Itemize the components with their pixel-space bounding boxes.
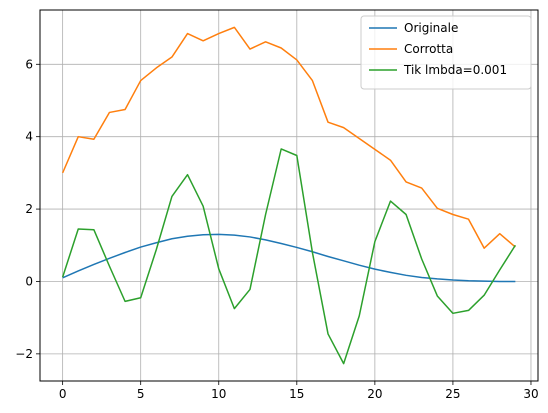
x-tick-label: 5 bbox=[137, 387, 145, 401]
series-line-0 bbox=[62, 233, 516, 283]
y-tick-label: 6 bbox=[25, 57, 33, 71]
x-tick-label: 10 bbox=[211, 387, 226, 401]
legend-label: Corrotta bbox=[404, 42, 453, 56]
plot-frame bbox=[39, 9, 539, 382]
y-tick-label: 4 bbox=[25, 130, 33, 144]
series-line-1 bbox=[61, 26, 516, 249]
legend: Originale Corrotta Tik lmbda=0.001 bbox=[360, 15, 532, 90]
x-tick-label: 20 bbox=[367, 387, 382, 401]
series-lines bbox=[61, 26, 516, 365]
y-tick-label: 2 bbox=[25, 202, 33, 216]
legend-label: Tik lmbda=0.001 bbox=[403, 63, 507, 77]
x-tick-label: 0 bbox=[59, 387, 67, 401]
axis-ticks: 0 5 10 15 20 25 30 −2 0 2 4 6 bbox=[15, 57, 538, 401]
x-tick-label: 30 bbox=[523, 387, 538, 401]
y-tick-label: −2 bbox=[15, 347, 33, 361]
legend-box bbox=[360, 15, 532, 90]
x-tick-label: 25 bbox=[445, 387, 460, 401]
y-tick-label: 0 bbox=[25, 274, 33, 288]
series-line-2 bbox=[61, 148, 516, 365]
x-tick-label: 15 bbox=[289, 387, 304, 401]
legend-label: Originale bbox=[404, 21, 458, 35]
